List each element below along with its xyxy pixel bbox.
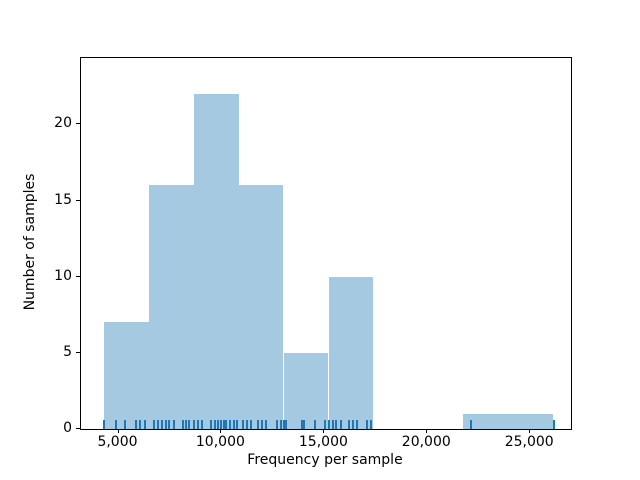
rug-mark [303,420,306,429]
rug-mark [201,420,203,429]
x-tick-label: 25,000 [504,434,554,450]
rug-mark [370,420,372,429]
rug-mark [366,420,368,429]
rug-mark [331,420,334,429]
rug-mark [225,420,228,429]
rug-mark [196,420,199,429]
rug-mark [164,420,167,429]
histogram-bar [508,413,554,429]
rug-mark [223,420,226,429]
rug-mark [352,420,354,429]
x-tick [529,429,531,433]
histogram-bar [103,322,149,429]
x-tick-label: 15,000 [298,434,348,450]
rug-mark [214,420,217,429]
rug-mark [348,420,350,429]
rug-mark [328,420,330,429]
rug-mark [229,420,232,429]
rug-mark [261,420,264,429]
rug-mark [124,420,126,429]
y-tick-label: 10 [54,267,72,284]
rug-mark [143,420,146,429]
y-tick [76,199,80,201]
y-tick [76,428,80,429]
rug-mark [265,420,268,429]
x-tick [426,429,428,433]
histogram-bar [148,185,194,429]
y-tick-label: 20 [54,115,72,132]
rug-mark [246,420,248,429]
x-axis-label: Frequency per sample [247,452,403,468]
x-tick-label: 20,000 [401,434,451,450]
rug-mark [324,420,326,429]
histogram-bar [238,185,284,429]
rug-mark [210,420,213,429]
rug-mark [552,420,555,429]
rug-mark [192,420,195,429]
histogram-bar [328,276,374,429]
rug-mark [217,420,220,429]
y-tick-label: 0 [63,420,72,436]
rug-mark [139,420,142,429]
rug-mark [220,420,223,429]
rug-mark [188,420,191,429]
x-tick-label: 10,000 [195,434,245,450]
rug-mark [283,420,285,429]
y-axis-label: Number of samples [22,173,38,311]
rug-mark [335,420,338,429]
rug-mark [280,420,282,429]
y-tick [76,351,80,353]
x-tick [220,429,222,433]
rug-mark [135,420,138,429]
y-tick [76,123,80,125]
rug-mark [185,420,188,429]
rug-mark [156,420,159,429]
x-tick [323,429,325,433]
rug-mark [233,420,236,429]
rug-mark [250,420,252,429]
rug-mark [168,420,171,429]
rug-mark [160,420,163,429]
rug-mark [314,420,316,429]
rug-mark [339,420,342,429]
plot-area [80,57,572,430]
histogram-bar [193,93,239,429]
y-tick [76,275,80,277]
histogram-bar [283,352,329,429]
rug-mark [172,420,175,429]
rug-mark [469,420,472,429]
histogram-bar [463,413,509,429]
rug-mark [285,420,287,429]
rug-mark [276,420,278,429]
rug-mark [242,420,244,429]
y-tick-label: 5 [63,343,72,360]
rug-mark [182,420,185,429]
rug-mark [257,420,260,429]
y-tick-label: 15 [54,191,72,208]
rug-mark [102,420,105,429]
rug-mark [356,420,358,429]
rug-mark [236,420,238,429]
rug-mark [115,420,117,429]
rug-mark [152,420,155,429]
rug-mark [300,420,303,429]
x-tick-label: 5,000 [97,434,138,450]
x-tick [117,429,119,433]
